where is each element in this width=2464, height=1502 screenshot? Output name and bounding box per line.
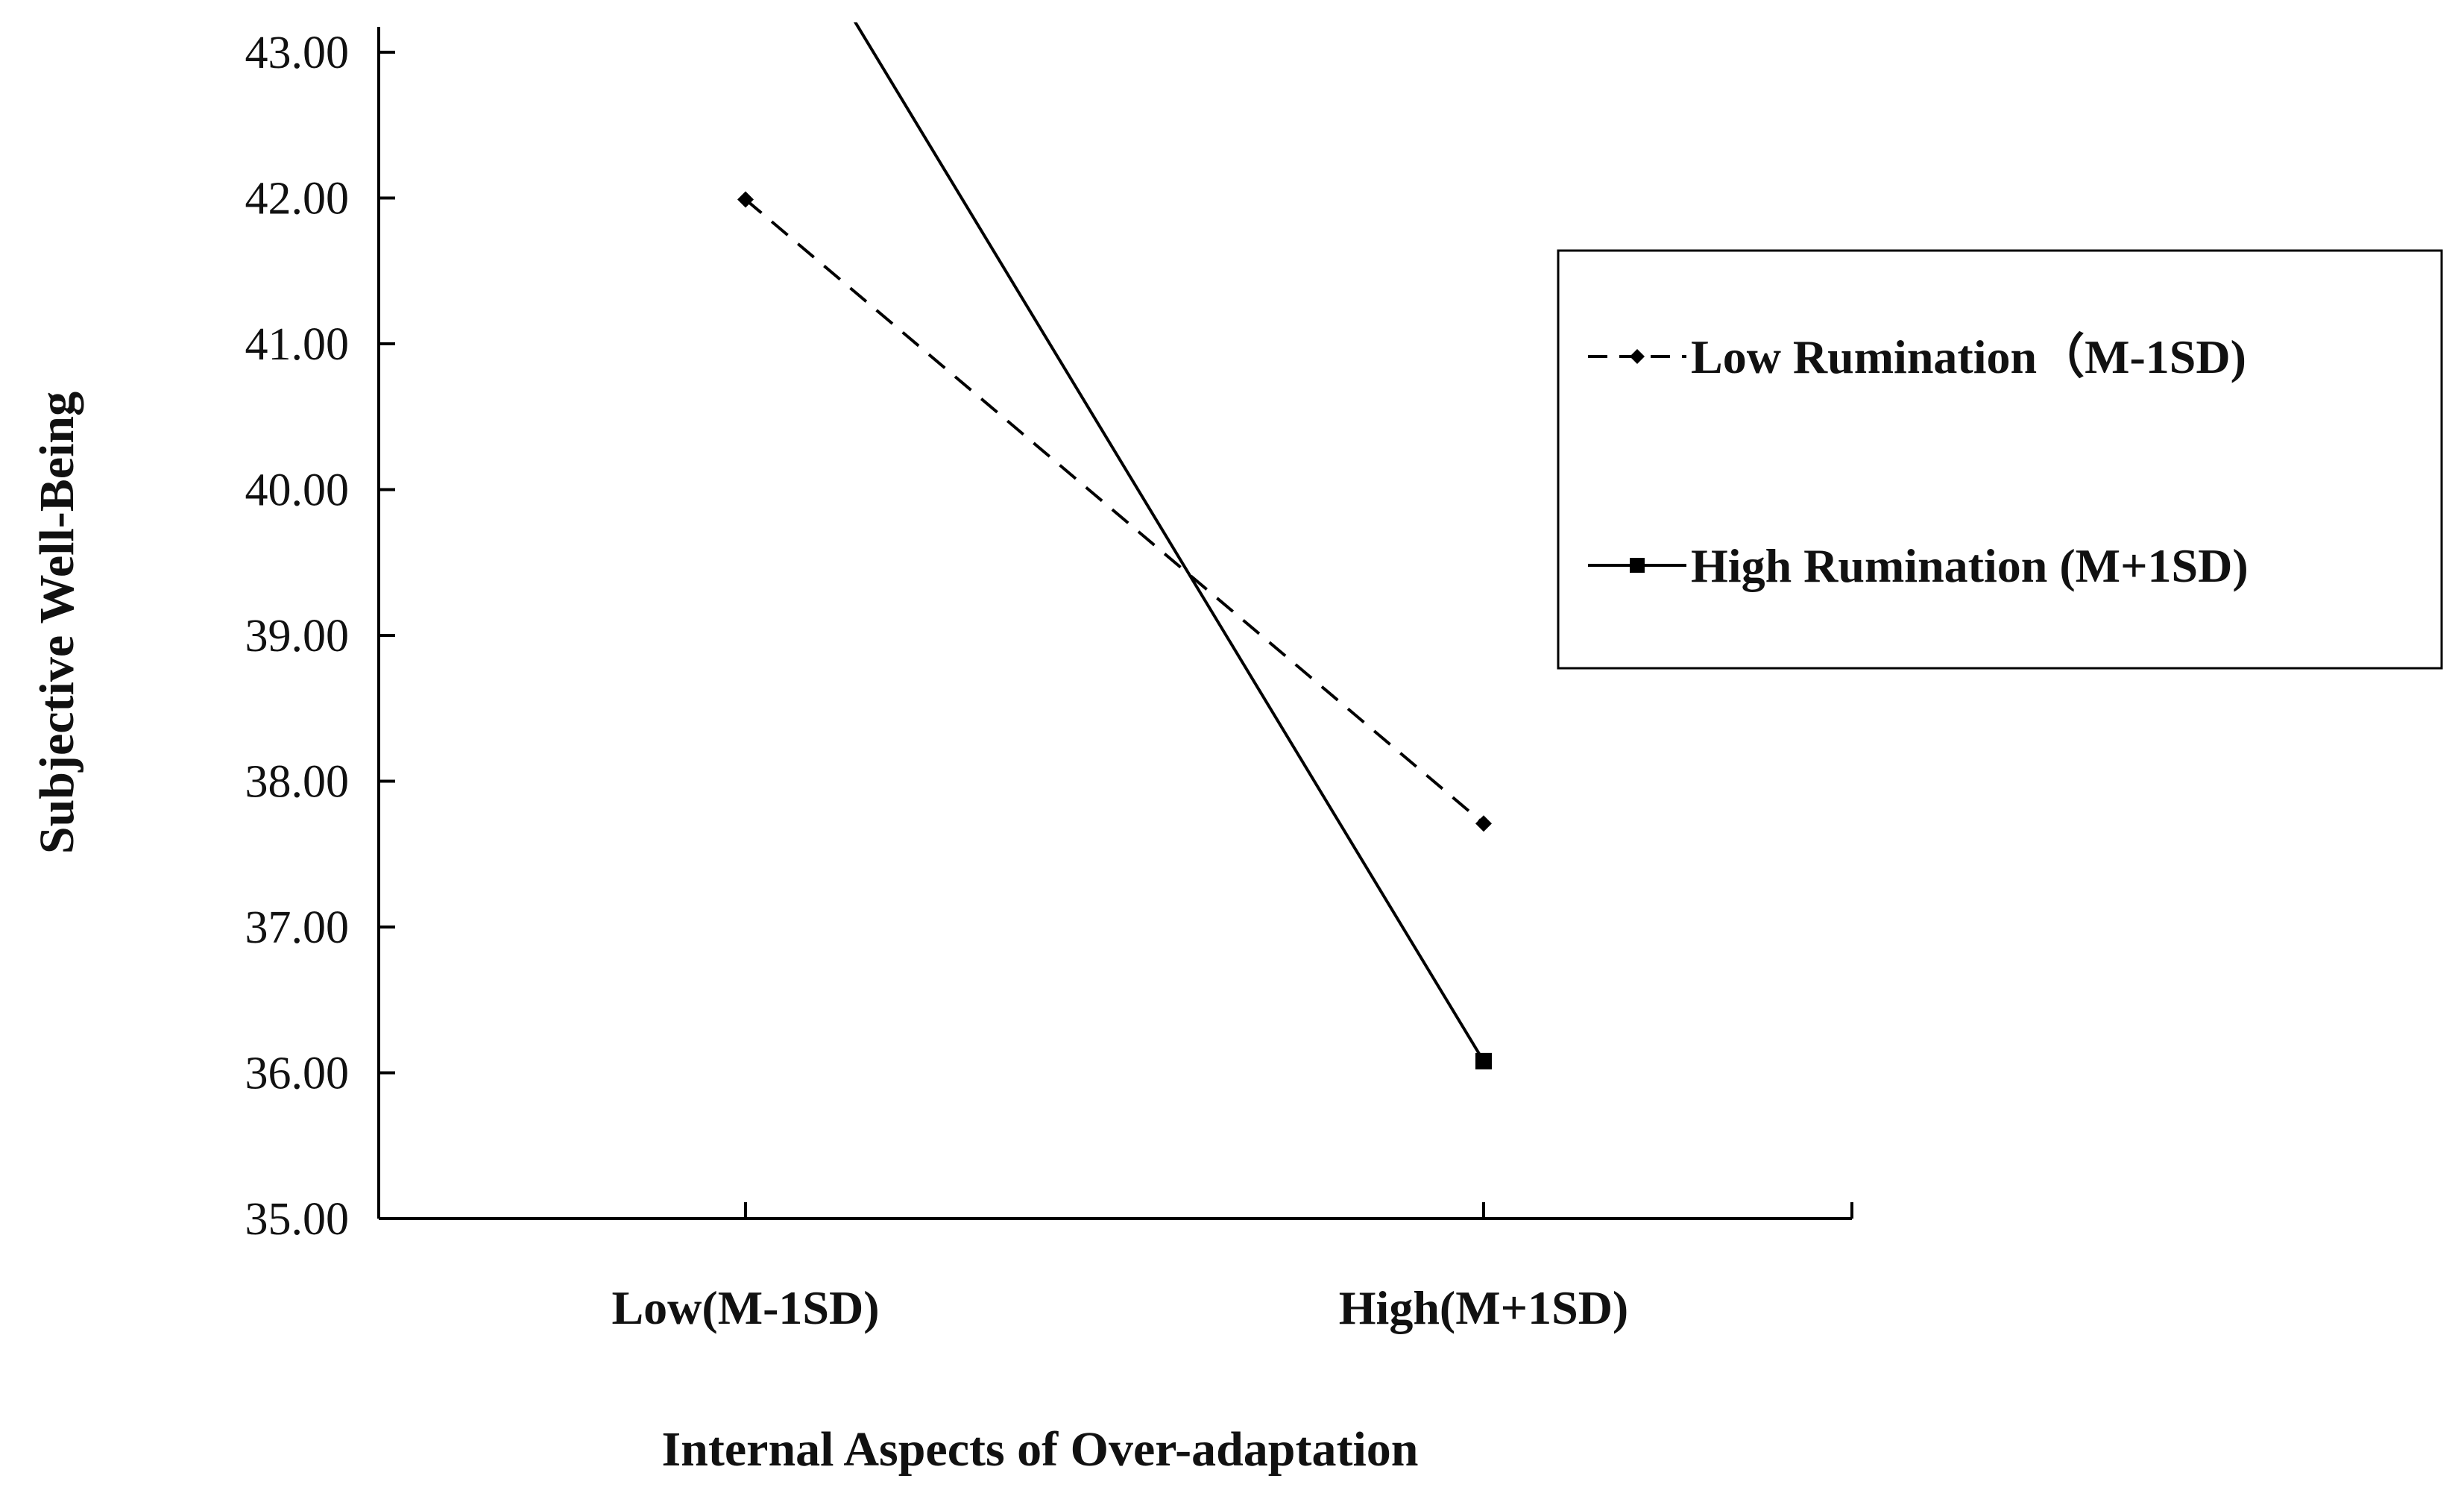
- legend-label: Low Rumination（M-1SD): [1691, 330, 2246, 383]
- legend-marker-square: [1630, 558, 1645, 573]
- data-point-square: [1475, 1052, 1492, 1069]
- legend-item: High Rumination (M+1SD): [1588, 539, 2249, 592]
- x-category-label: High(M+1SD): [1339, 1281, 1628, 1334]
- y-tick-label: 41.00: [245, 319, 350, 370]
- y-tick-label: 42.00: [245, 174, 350, 224]
- legend-box: [1557, 249, 2443, 670]
- y-tick-label: 38.00: [245, 757, 350, 808]
- y-axis-title: Subjective Well-Being: [30, 392, 84, 854]
- series-line-high-rumination: [853, 22, 1485, 1062]
- y-tick-label: 37.00: [245, 902, 350, 953]
- y-tick-label: 43.00: [245, 28, 350, 78]
- x-axis-ticks: Low(M-1SD) High(M+1SD): [611, 1202, 1853, 1334]
- x-category-label: Low(M-1SD): [611, 1281, 879, 1334]
- y-tick-label: 40.00: [245, 465, 350, 516]
- series-line-low-rumination: [744, 198, 1485, 825]
- legend-item: Low Rumination（M-1SD): [1588, 330, 2246, 383]
- series-layer: [744, 22, 1485, 1062]
- y-axis-ticks: 35.00 36.00 37.00 38.00 39.00 40.00 41.00 42.00…: [245, 28, 395, 1245]
- data-point-diamond: [737, 191, 754, 208]
- legend-label: High Rumination (M+1SD): [1691, 539, 2249, 592]
- y-tick-label: 35.00: [245, 1194, 350, 1245]
- legend-marker-diamond: [1630, 349, 1645, 364]
- x-axis-title: Internal Aspects of Over-adaptation: [661, 1422, 1418, 1477]
- y-tick-label: 39.00: [245, 611, 350, 662]
- data-point-diamond: [1475, 815, 1492, 832]
- marker-layer: [737, 191, 1492, 1069]
- y-tick-label: 36.00: [245, 1049, 350, 1099]
- legend: Low Rumination（M-1SD) High Rumination (M+…: [1557, 249, 2443, 670]
